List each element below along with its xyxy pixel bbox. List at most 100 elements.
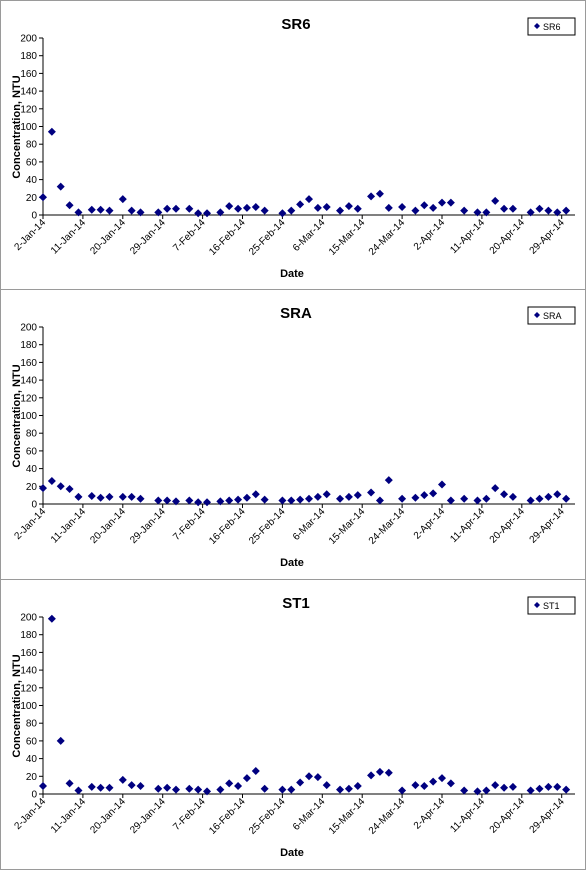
y-tick-label: 40 xyxy=(26,175,38,186)
data-point xyxy=(39,484,47,493)
data-point xyxy=(553,208,562,217)
chart-title: SR6 xyxy=(281,16,310,33)
data-point xyxy=(194,785,203,794)
data-point xyxy=(242,774,251,783)
data-point xyxy=(420,782,429,791)
data-point xyxy=(96,205,105,214)
data-point xyxy=(411,781,420,790)
data-point xyxy=(473,787,482,796)
x-tick-label: 2-Jan-14 xyxy=(12,506,48,542)
data-point xyxy=(384,203,393,212)
data-point xyxy=(384,476,393,485)
data-point xyxy=(375,767,384,776)
data-point xyxy=(234,782,243,791)
x-tick-label: 15-Mar-14 xyxy=(327,506,368,547)
legend: SR6 xyxy=(527,17,576,36)
data-point xyxy=(163,204,172,213)
data-point xyxy=(163,783,172,792)
data-point xyxy=(105,492,114,501)
data-point xyxy=(172,785,180,794)
data-point xyxy=(322,203,331,212)
data-point xyxy=(508,492,517,501)
data-point xyxy=(251,766,260,775)
y-tick-label: 200 xyxy=(20,34,37,45)
data-point xyxy=(473,496,482,505)
data-point xyxy=(65,484,74,493)
x-tick-label: 20-Jan-14 xyxy=(88,506,128,546)
chart-title: SRA xyxy=(280,305,312,322)
data-point xyxy=(105,783,114,792)
data-point xyxy=(287,785,296,794)
x-tick-label: 29-Jan-14 xyxy=(128,506,168,546)
data-point xyxy=(118,492,127,501)
data-point xyxy=(278,209,287,218)
data-point xyxy=(544,492,553,501)
data-point xyxy=(185,204,194,213)
data-point xyxy=(127,781,136,790)
y-tick-label: 120 xyxy=(20,393,37,404)
legend-label: SRA xyxy=(543,311,562,321)
y-tick-label: 40 xyxy=(26,754,38,765)
data-point xyxy=(384,768,393,777)
y-tick-label: 40 xyxy=(26,464,38,475)
data-point xyxy=(260,495,269,504)
data-point xyxy=(154,784,163,793)
data-point xyxy=(500,490,509,499)
legend-box xyxy=(527,306,576,325)
data-point xyxy=(562,785,571,794)
x-tick-label: 16-Feb-14 xyxy=(207,217,248,258)
x-tick-label: 7-Feb-14 xyxy=(171,506,208,543)
data-point xyxy=(562,206,571,215)
x-tick-label: 15-Mar-14 xyxy=(327,217,368,258)
data-point xyxy=(56,736,65,745)
x-tick-label: 6-Mar-14 xyxy=(291,217,328,254)
legend-marker xyxy=(534,23,540,29)
y-axis-label: Concentration, NTU xyxy=(11,75,23,178)
data-point xyxy=(287,496,296,505)
data-point xyxy=(411,206,420,215)
data-point xyxy=(105,206,114,215)
data-point xyxy=(194,209,203,218)
data-point xyxy=(344,784,353,793)
data-point xyxy=(367,771,376,780)
data-point xyxy=(203,498,212,507)
data-point xyxy=(535,494,544,503)
data-point xyxy=(87,492,96,501)
x-tick-label: 11-Apr-14 xyxy=(448,506,487,545)
data-point xyxy=(39,782,47,791)
data-point xyxy=(420,491,429,500)
data-point xyxy=(216,785,225,794)
x-tick-label: 25-Feb-14 xyxy=(247,506,288,547)
data-point xyxy=(260,784,269,793)
data-point xyxy=(420,201,429,210)
x-tick-label: 11-Apr-14 xyxy=(448,217,487,256)
data-point xyxy=(353,491,362,500)
data-point xyxy=(87,782,96,791)
data-point xyxy=(446,198,455,207)
data-point xyxy=(429,489,438,498)
data-point xyxy=(65,779,74,788)
data-point xyxy=(367,192,376,201)
x-tick-label: 20-Jan-14 xyxy=(88,796,128,836)
x-tick-label: 20-Apr-14 xyxy=(488,796,528,836)
legend-box xyxy=(527,596,576,615)
legend-marker xyxy=(534,602,540,608)
data-point xyxy=(65,201,74,210)
y-tick-label: 20 xyxy=(26,482,38,493)
data-point xyxy=(398,203,407,212)
data-point xyxy=(313,773,322,782)
data-point xyxy=(491,781,500,790)
data-point xyxy=(56,182,65,191)
y-tick-label: 100 xyxy=(20,122,37,133)
x-tick-label: 6-Mar-14 xyxy=(291,796,328,833)
data-point xyxy=(203,787,212,796)
data-point xyxy=(353,782,362,791)
x-axis-label: Date xyxy=(280,268,304,280)
data-point xyxy=(296,495,305,504)
x-axis-label: Date xyxy=(280,847,304,859)
y-tick-label: 20 xyxy=(26,193,38,204)
data-point xyxy=(491,484,500,493)
